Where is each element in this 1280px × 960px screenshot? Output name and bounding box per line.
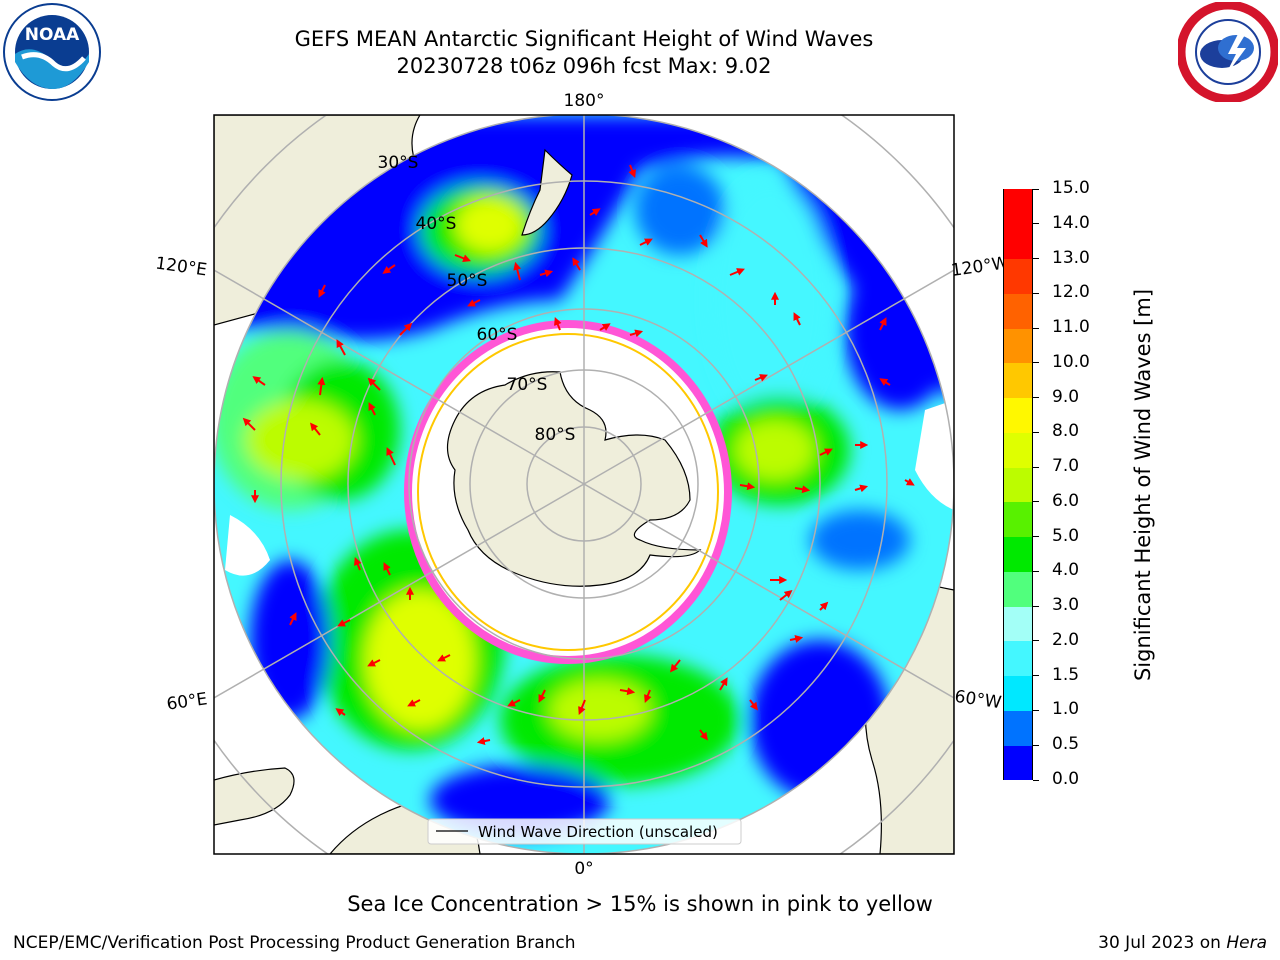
- graticule: [214, 115, 954, 854]
- lon-label-180: 180°: [564, 91, 605, 111]
- colorbar-segment: [1004, 362, 1032, 399]
- colorbar-title: Significant Height of Wind Waves [m]: [1131, 288, 1155, 682]
- colorbar-segment: [1004, 432, 1032, 468]
- colorbar-tick-label: 14.0: [1052, 212, 1090, 233]
- colorbar-tick: [1033, 188, 1039, 190]
- lon-label-120e: 120°E: [154, 254, 208, 281]
- colorbar-segment: [1004, 536, 1032, 572]
- land-new-zealand: [521, 148, 573, 236]
- colorbar-tick-label: 5.0: [1052, 525, 1080, 546]
- colorbar-tick-label: 0.5: [1052, 734, 1080, 755]
- colorbar-segment: [1004, 189, 1032, 225]
- map-frame: [213, 114, 955, 855]
- colorbar-tick-label: 0.0: [1052, 769, 1080, 789]
- land-africa: [214, 767, 295, 826]
- colorbar-segment: [1004, 745, 1032, 781]
- colorbar-segment: [1004, 640, 1032, 677]
- colorbar-tick: [1033, 223, 1039, 225]
- nws-logo: [1178, 2, 1278, 102]
- colorbar-tick: [1033, 431, 1039, 433]
- colorbar-tick-label: 7.0: [1052, 456, 1080, 477]
- colorbar-tick: [1033, 466, 1039, 468]
- colorbar-segment: [1004, 293, 1032, 329]
- lon-label-0: 0°: [574, 859, 593, 879]
- colorbar: [1003, 189, 1033, 781]
- colorbar-segment: [1004, 223, 1032, 259]
- colorbar-tick-label: 11.0: [1052, 317, 1090, 338]
- colorbar-tick-label: 1.0: [1052, 699, 1080, 720]
- credit-text: NCEP/EMC/Verification Post Processing Pr…: [13, 933, 576, 953]
- colorbar-segment: [1004, 501, 1032, 538]
- colorbar-segment: [1004, 710, 1032, 746]
- date-stamp: 30 Jul 2023 on Hera: [1098, 933, 1267, 953]
- colorbar-segment: [1004, 328, 1032, 364]
- lat-label-80s: 80°S: [535, 425, 576, 445]
- colorbar-tick: [1033, 536, 1039, 538]
- colorbar-tick: [1033, 709, 1039, 711]
- noaa-logo: NOAA: [3, 3, 101, 101]
- colorbar-tick: [1033, 570, 1039, 572]
- map-legend: Wind Wave Direction (unscaled): [427, 818, 742, 845]
- wave-height-field: [214, 115, 954, 854]
- colorbar-tick-label: 1.5: [1052, 664, 1080, 685]
- colorbar-tick: [1033, 501, 1039, 503]
- colorbar-segment: [1004, 258, 1032, 294]
- chart-subtitle: 20230728 t06z 096h fcst Max: 9.02: [396, 54, 772, 78]
- colorbar-segment: [1004, 571, 1032, 607]
- lon-label-60e: 60°E: [165, 689, 208, 714]
- colorbar-tick: [1033, 744, 1039, 746]
- colorbar-tick: [1033, 397, 1039, 399]
- colorbar-tick-label: 9.0: [1052, 386, 1080, 407]
- sea-ice-note: Sea Ice Concentration > 15% is shown in …: [347, 892, 933, 916]
- lon-label-60w: 60°W: [953, 687, 1002, 713]
- colorbar-tick-label: 2.0: [1052, 629, 1080, 650]
- colorbar-tick: [1033, 640, 1039, 642]
- colorbar-tick-label: 4.0: [1052, 560, 1080, 581]
- colorbar-segment: [1004, 675, 1032, 711]
- colorbar-tick: [1033, 258, 1039, 260]
- machine-name: Hera: [1226, 933, 1267, 953]
- chart-title: GEFS MEAN Antarctic Significant Height o…: [294, 27, 874, 51]
- colorbar-tick-label: 6.0: [1052, 490, 1080, 511]
- land-antarctica: [446, 371, 702, 587]
- colorbar-tick: [1033, 605, 1039, 607]
- date-text: 30 Jul 2023 on: [1098, 933, 1227, 953]
- colorbar-tick: [1033, 675, 1039, 677]
- colorbar-tick-label: 10.0: [1052, 351, 1090, 372]
- colorbar-tick-label: 3.0: [1052, 595, 1080, 616]
- colorbar-tick-label: 15.0: [1052, 178, 1090, 198]
- colorbar-tick: [1033, 292, 1039, 294]
- noaa-logo-text: NOAA: [25, 25, 80, 45]
- legend-label: Wind Wave Direction (unscaled): [478, 823, 718, 841]
- colorbar-tick-label: 13.0: [1052, 247, 1090, 268]
- colorbar-tick-label: 12.0: [1052, 282, 1090, 303]
- lat-label-30s: 30°S: [378, 153, 419, 173]
- lat-label-40s: 40°S: [416, 214, 457, 234]
- colorbar-tick: [1033, 779, 1039, 781]
- wind-wave-arrows: [242, 164, 915, 745]
- colorbar-tick: [1033, 362, 1039, 364]
- lat-label-70s: 70°S: [507, 375, 548, 395]
- colorbar-segment: [1004, 467, 1032, 503]
- lon-label-120w: 120°W: [950, 253, 1010, 281]
- lat-label-50s: 50°S: [447, 271, 488, 291]
- colorbar-segment: [1004, 397, 1032, 433]
- colorbar-tick-label: 8.0: [1052, 421, 1080, 442]
- colorbar-segment: [1004, 606, 1032, 642]
- colorbar-tick: [1033, 327, 1039, 329]
- lat-label-60s: 60°S: [477, 325, 518, 345]
